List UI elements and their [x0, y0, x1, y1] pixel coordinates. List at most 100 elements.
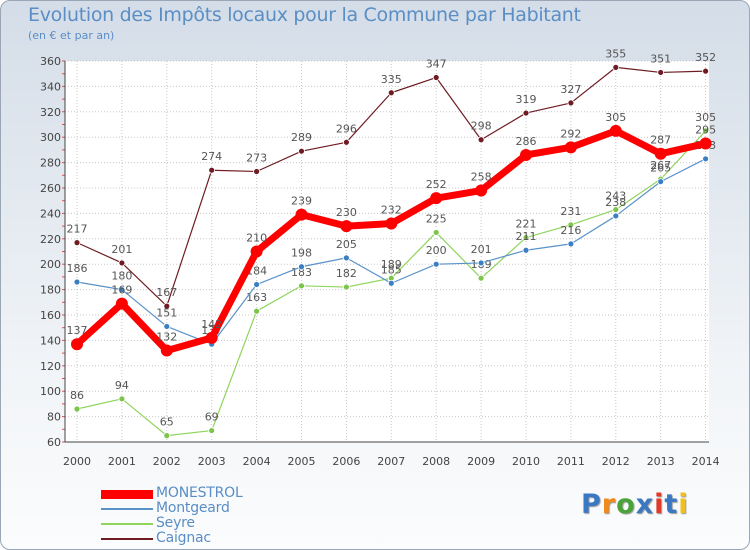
data-point-monestrol	[340, 220, 353, 233]
data-label-montgeard: 198	[291, 247, 312, 260]
data-label-monestrol: 239	[291, 195, 312, 208]
data-label-montgeard: 186	[67, 262, 88, 275]
data-label-caignac: 352	[695, 51, 716, 64]
data-point-caignac	[612, 63, 620, 71]
data-label-seyre: 94	[115, 379, 129, 392]
y-tick-label: 320	[40, 106, 61, 119]
data-label-caignac: 347	[426, 58, 447, 71]
data-point-caignac	[208, 166, 216, 174]
data-label-caignac: 298	[471, 120, 492, 133]
data-label-monestrol: 286	[516, 135, 537, 148]
data-point-montgeard	[73, 278, 81, 286]
data-label-monestrol: 305	[605, 111, 626, 124]
data-point-monestrol	[205, 331, 218, 344]
x-tick-label: 2006	[332, 455, 360, 468]
data-point-montgeard	[298, 263, 305, 271]
y-tick-label: 120	[40, 360, 61, 373]
data-point-montgeard	[612, 212, 620, 220]
data-label-caignac: 327	[560, 83, 581, 96]
data-label-seyre: 182	[336, 267, 357, 280]
data-point-seyre	[567, 221, 575, 229]
data-label-caignac: 296	[336, 122, 357, 135]
data-label-montgeard: 151	[156, 306, 177, 319]
data-label-seyre: 189	[381, 258, 402, 271]
data-point-monestrol	[295, 208, 308, 221]
data-label-montgeard: 265	[650, 162, 671, 175]
data-label-monestrol: 295	[695, 124, 716, 137]
logo-letter: x	[635, 489, 655, 520]
data-label-seyre: 231	[560, 205, 581, 218]
data-point-seyre	[432, 229, 440, 236]
data-point-monestrol	[564, 141, 577, 154]
data-label-montgeard: 180	[111, 270, 132, 283]
y-tick-label: 160	[40, 309, 61, 322]
data-label-montgeard: 200	[426, 244, 447, 257]
data-point-caignac	[567, 99, 575, 107]
x-tick-label: 2002	[153, 455, 181, 468]
plot-area	[65, 61, 709, 442]
data-label-montgeard: 185	[381, 263, 402, 276]
x-tick-label: 2003	[198, 455, 226, 468]
y-tick-label: 240	[40, 207, 61, 220]
y-tick-label: 180	[40, 284, 61, 297]
data-label-seyre: 163	[246, 291, 267, 304]
data-label-caignac: 289	[291, 131, 312, 144]
data-point-montgeard	[522, 246, 530, 254]
data-label-montgeard: 238	[605, 196, 626, 209]
x-tick-label: 2010	[512, 455, 540, 468]
data-point-caignac	[73, 239, 81, 247]
data-point-montgeard	[163, 323, 171, 330]
logo-letter: i	[678, 489, 689, 520]
legend-item-seyre: Seyre	[101, 515, 321, 532]
x-tick-label: 2007	[377, 455, 405, 468]
data-point-caignac	[387, 89, 395, 97]
x-tick-label: 2001	[108, 455, 136, 468]
legend-swatch-caignac	[101, 538, 153, 540]
data-point-montgeard	[477, 259, 485, 267]
chart-title: Evolution des Impôts locaux pour la Comm…	[28, 4, 581, 26]
legend-swatch-monestrol	[101, 489, 153, 499]
data-point-montgeard	[567, 240, 575, 248]
x-tick-label: 2012	[602, 455, 630, 468]
data-label-seyre: 225	[426, 212, 447, 225]
data-label-seyre: 267	[650, 159, 671, 172]
legend-label-seyre: Seyre	[156, 515, 195, 531]
legend-item-montgeard: Montgeard	[101, 500, 321, 517]
y-tick-label: 100	[40, 385, 61, 398]
data-point-monestrol	[385, 217, 398, 230]
data-point-caignac	[163, 302, 171, 310]
legend-label-monestrol: MONESTROL	[156, 485, 243, 501]
data-point-montgeard	[342, 254, 350, 262]
legend-swatch-montgeard	[101, 508, 153, 510]
data-label-caignac: 217	[67, 223, 88, 236]
legend-label-caignac: Caignac	[156, 530, 211, 546]
x-tick-label: 2004	[243, 455, 271, 468]
y-tick-label: 280	[40, 157, 61, 170]
data-point-seyre	[342, 283, 350, 291]
data-label-seyre: 69	[205, 411, 219, 424]
data-label-caignac: 167	[156, 286, 177, 299]
data-label-monestrol: 252	[426, 178, 447, 191]
y-tick-label: 340	[40, 80, 61, 93]
data-label-seyre: 221	[516, 218, 537, 231]
data-label-caignac: 355	[605, 47, 626, 60]
x-tick-label: 2011	[557, 455, 585, 468]
x-tick-label: 2000	[63, 455, 91, 468]
data-point-caignac	[253, 168, 261, 175]
data-point-montgeard	[432, 260, 440, 268]
y-tick-label: 360	[40, 55, 61, 68]
data-label-montgeard: 216	[560, 224, 581, 237]
chart-subtitle: (en € et par an)	[28, 29, 115, 42]
data-point-seyre	[73, 405, 81, 413]
legend-swatch-seyre	[101, 523, 153, 525]
proxiti-logo: Proxiti	[581, 489, 689, 520]
data-point-caignac	[298, 147, 305, 155]
data-point-monestrol	[430, 192, 443, 205]
data-point-monestrol	[654, 147, 667, 160]
data-label-seyre: 65	[160, 416, 174, 429]
y-tick-label: 140	[40, 334, 61, 347]
x-tick-label: 2005	[288, 455, 316, 468]
logo-letter: r	[601, 489, 617, 520]
